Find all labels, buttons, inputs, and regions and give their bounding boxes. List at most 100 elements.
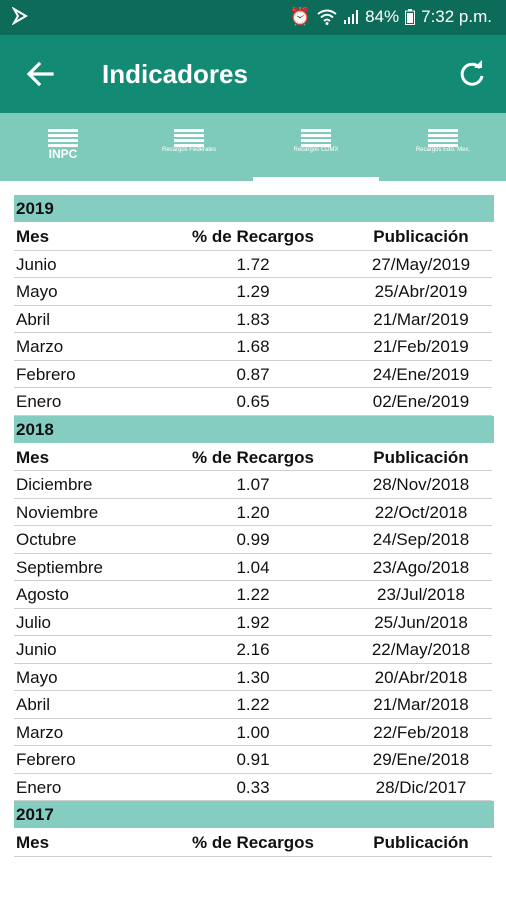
- cell-recargos: 1.20: [236, 502, 270, 522]
- cell-mes: Mayo: [16, 282, 58, 301]
- table-row: Febrero 0.87 24/Ene/2019: [14, 361, 492, 388]
- cell-recargos: 1.83: [236, 309, 270, 329]
- recargos-list[interactable]: 2019 Mes % de Recargos Publicación Junio 1.72…: [0, 181, 506, 900]
- clock: 7:32 p.m.: [421, 7, 492, 26]
- cell-mes: Enero: [16, 777, 62, 797]
- cell-publicacion: 25/Jun/2018: [374, 612, 468, 632]
- cell-recargos: 0.87: [236, 364, 270, 384]
- column-header-recargos: % de Recargos: [192, 833, 314, 852]
- cell-mes: Diciembre: [16, 475, 93, 494]
- column-header-recargos: % de Recargos: [192, 447, 314, 467]
- cell-mes: Junio: [16, 640, 57, 659]
- cell-recargos: 1.00: [236, 722, 270, 742]
- column-header-publicacion: Publicación: [373, 447, 469, 467]
- cell-publicacion: 24/Ene/2019: [372, 364, 470, 384]
- table-row: Mayo 1.29 25/Abr/2019: [14, 278, 492, 306]
- cell-publicacion: 22/May/2018: [371, 640, 471, 659]
- list-icon: [428, 129, 458, 151]
- cell-publicacion: 28/Nov/2018: [372, 475, 470, 494]
- table-row: Junio 2.16 22/May/2018: [14, 636, 492, 664]
- year-header: 2019: [14, 195, 494, 222]
- cell-mes: Marzo: [16, 722, 64, 742]
- list-icon: [301, 129, 331, 151]
- cell-mes: Julio: [16, 612, 51, 632]
- app-notification-icon: [12, 7, 28, 25]
- cell-mes: Febrero: [16, 364, 76, 384]
- cell-recargos: 1.22: [236, 695, 270, 714]
- cell-recargos: 0.33: [236, 777, 270, 797]
- cell-mes: Noviembre: [16, 502, 99, 522]
- status-bar: ⏰ 84% 7:32 p.m.: [0, 0, 506, 35]
- cell-recargos: 1.04: [236, 557, 270, 577]
- table-row: Enero 0.65 02/Ene/2019: [14, 388, 492, 416]
- table-row: Junio 1.72 27/May/2019: [14, 251, 492, 278]
- cell-recargos: 1.29: [236, 282, 270, 301]
- table-row: Noviembre 1.20 22/Oct/2018: [14, 499, 492, 526]
- cell-mes: Junio: [16, 254, 57, 274]
- cell-mes: Mayo: [16, 667, 58, 687]
- cell-publicacion: 23/Jul/2018: [377, 585, 465, 604]
- list-icon: [48, 129, 78, 151]
- signal-icon: [344, 10, 359, 24]
- cell-publicacion: 02/Ene/2019: [372, 392, 470, 411]
- column-header-publicacion: Publicación: [373, 227, 469, 246]
- cell-mes: Agosto: [16, 585, 69, 604]
- wifi-icon: [317, 9, 337, 25]
- tab-recargos-edo-mex[interactable]: Recargos Edo. Mex.: [380, 113, 506, 181]
- cell-recargos: 0.99: [236, 530, 270, 549]
- cell-publicacion: 21/Mar/2018: [373, 695, 469, 714]
- cell-recargos: 1.30: [236, 667, 270, 687]
- cell-publicacion: 24/Sep/2018: [372, 530, 470, 549]
- cell-publicacion: 23/Ago/2018: [372, 557, 470, 577]
- table-row: Octubre 0.99 24/Sep/2018: [14, 526, 492, 554]
- column-header-publicacion: Publicación: [373, 833, 469, 852]
- table-row: Mayo 1.30 20/Abr/2018: [14, 664, 492, 691]
- tab-label: Recargos Edo. Mex.: [415, 147, 471, 153]
- list-icon: [174, 129, 204, 151]
- table-row: Diciembre 1.07 28/Nov/2018: [14, 471, 492, 499]
- cell-publicacion: 22/Feb/2018: [373, 722, 469, 742]
- column-header-row: Mes % de Recargos Publicación: [14, 223, 492, 251]
- battery-icon: [405, 9, 416, 25]
- tab-recargos-federales[interactable]: Recargos Federales: [126, 113, 252, 181]
- tab-bar: INPC Recargos Federales Recargos CDMX Re…: [0, 113, 506, 181]
- cell-publicacion: 21/Mar/2019: [373, 309, 469, 329]
- cell-recargos: 0.65: [236, 392, 270, 411]
- table-row: Agosto 1.22 23/Jul/2018: [14, 581, 492, 609]
- table-row: Marzo 1.00 22/Feb/2018: [14, 719, 492, 746]
- table-row: Septiembre 1.04 23/Ago/2018: [14, 554, 492, 581]
- column-header-mes: Mes: [16, 447, 50, 467]
- table-row: Enero 0.33 28/Dic/2017: [14, 774, 492, 801]
- column-header-row: Mes % de Recargos Publicación: [14, 829, 492, 857]
- tab-label: Recargos CDMX: [293, 147, 339, 153]
- column-header-row: Mes % de Recargos Publicación: [14, 444, 492, 471]
- table-row: Julio 1.92 25/Jun/2018: [14, 609, 492, 636]
- table-row: Abril 1.83 21/Mar/2019: [14, 306, 492, 333]
- cell-recargos: 0.91: [236, 750, 270, 769]
- cell-mes: Octubre: [16, 530, 77, 549]
- cell-mes: Septiembre: [16, 557, 103, 577]
- cell-publicacion: 21/Feb/2019: [373, 337, 469, 356]
- table-row: Abril 1.22 21/Mar/2018: [14, 691, 492, 719]
- cell-publicacion: 28/Dic/2017: [375, 777, 467, 797]
- active-tab-indicator: [253, 177, 379, 181]
- back-arrow-icon[interactable]: [26, 61, 54, 87]
- cell-mes: Abril: [16, 695, 51, 714]
- cell-mes: Marzo: [16, 337, 64, 356]
- refresh-icon[interactable]: [458, 60, 486, 88]
- tab-inpc[interactable]: INPC: [0, 113, 126, 181]
- page-title: Indicadores: [102, 59, 248, 89]
- table-row: Febrero 0.91 29/Ene/2018: [14, 746, 492, 774]
- tab-label: INPC: [48, 147, 78, 161]
- alarm-icon: ⏰: [289, 7, 312, 26]
- cell-publicacion: 20/Abr/2018: [374, 667, 468, 687]
- cell-mes: Febrero: [16, 750, 76, 769]
- tab-recargos-cdmx[interactable]: Recargos CDMX: [253, 113, 379, 181]
- cell-recargos: 1.07: [236, 475, 270, 494]
- cell-recargos: 2.16: [236, 640, 270, 659]
- battery-percentage: 84%: [365, 7, 400, 26]
- year-header: 2018: [14, 415, 494, 443]
- cell-recargos: 1.72: [236, 254, 270, 274]
- table-row: Marzo 1.68 21/Feb/2019: [14, 333, 492, 361]
- column-header-mes: Mes: [16, 833, 50, 852]
